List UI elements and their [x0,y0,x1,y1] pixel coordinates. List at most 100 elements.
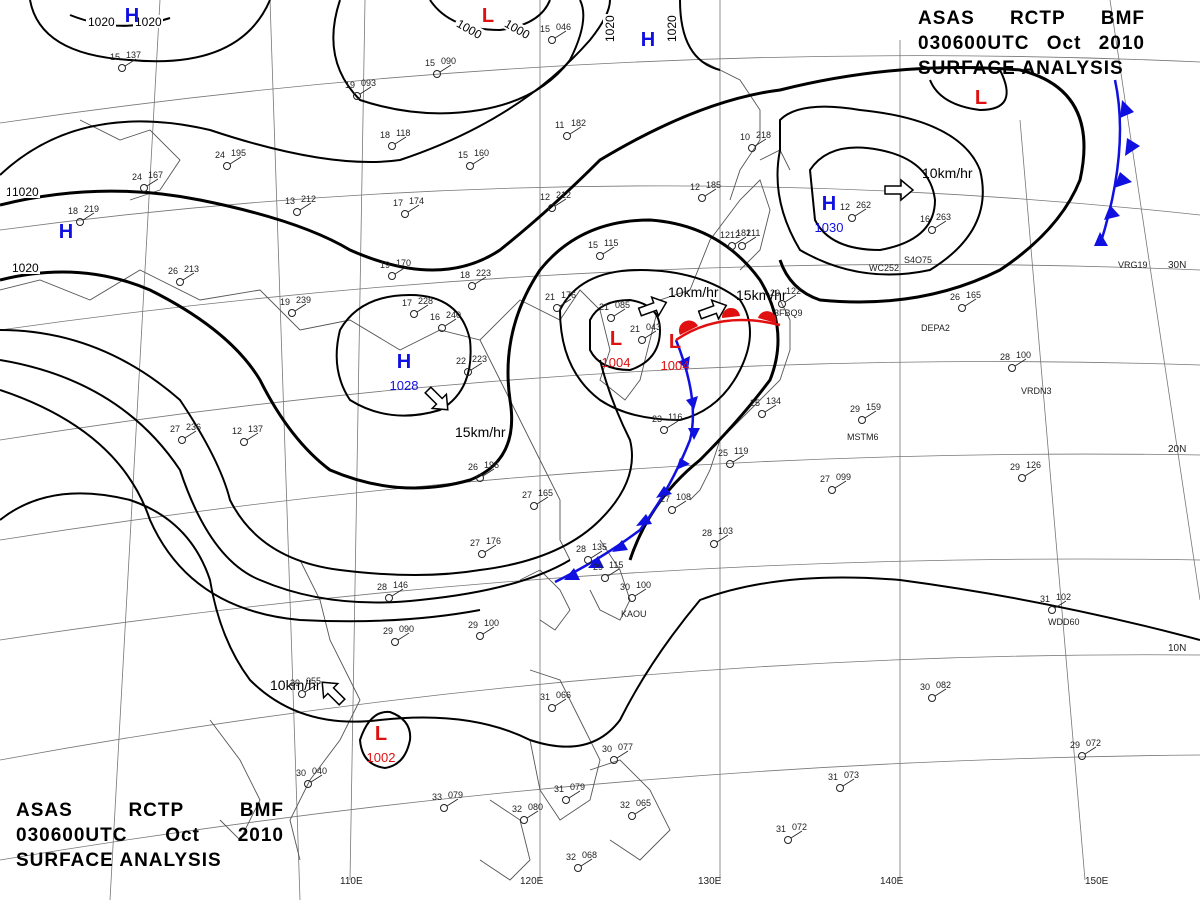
wind-barb [934,220,947,229]
station-temperature: 15 [540,24,550,34]
wind-barb [482,468,495,477]
station-code: WC252 [869,263,899,273]
station-circle [1008,364,1016,372]
fronts [554,79,1140,584]
cold-front-barb [676,458,690,470]
station-pressure: 137 [126,50,141,60]
station-plot: 15 115 [588,238,618,260]
wind-barb [446,798,459,807]
station-pressure: 068 [582,850,597,860]
station-temperature: 15 [588,240,598,250]
station-circle [240,438,248,446]
station-plot: 15 046 [540,22,571,44]
station-circle [140,184,148,192]
station-plot: 24 167 [132,170,163,192]
station-circle [476,474,484,482]
wind-barb [764,404,777,413]
station-circle [548,704,556,712]
station-pressure: 077 [618,742,633,752]
high-pressure-label: H [822,193,836,215]
wind-barb [472,156,485,165]
station-plot: 30 082 [920,680,951,702]
wind-barb [394,266,407,275]
station-temperature: 30 [602,744,612,754]
station-temperature: 12 [540,192,550,202]
station-code: KAOU [621,609,647,619]
station-pressure: 055 [306,676,321,686]
station-plot: 16 263 [920,212,951,234]
station-pressure: 146 [393,580,408,590]
wind-barb [607,568,620,577]
station-temperature: 12 [232,426,242,436]
station-circle [601,574,609,582]
station-pressure: 072 [1086,738,1101,748]
station-temperature: 20 [770,288,780,298]
station-temperature: 21 [545,292,555,302]
wind-barb [864,410,877,419]
isobar-label-bg [603,14,616,44]
station-pressure: 165 [966,290,981,300]
station-plot: 21 176 [545,290,576,312]
station-circle [388,272,396,280]
station-plot: 12 212 [540,190,571,212]
station-plot: 11 182 [555,118,586,140]
station-temperature: 30 [296,768,306,778]
high-pressure-label: H [125,5,139,27]
wind-barb [246,432,259,441]
station-plot: 31 072 [776,822,807,844]
wind-barb [482,626,495,635]
station-temperature: 17 [402,298,412,308]
isobar-label-bg [133,15,163,28]
wind-barb [439,64,452,73]
wind-barb [416,304,429,313]
station-temperature: 24 [132,172,142,182]
station-circle [304,780,312,788]
station-plot: 23 116 [652,412,682,434]
cold-front [1098,79,1122,246]
latitude-label: 20N [1168,444,1186,455]
station-temperature: 23 [652,414,662,424]
station-temperature: 16 [920,214,930,224]
station-pressure: 122 [786,286,801,296]
station-circle [478,550,486,558]
pressure-value: 1002 [367,750,396,765]
station-pressure: 090 [399,624,414,634]
station-plot: 33 079 [432,790,463,812]
wind-barb [444,318,457,327]
pressure-value: 1028 [390,378,419,393]
station-plot: 22 223 [456,354,487,376]
station-circle [628,812,636,820]
station-temperature: 28 [576,544,586,554]
low-pressure-label: L [610,328,622,350]
station-pressure: 099 [836,472,851,482]
wind-barb [580,858,593,867]
station-pressure: 167 [148,170,163,180]
station-plot: 29 159 [850,402,881,424]
station-temperature: 25 [750,398,760,408]
header-code: BMF [1100,8,1145,29]
wind-barb [299,202,312,211]
station-circle [530,502,538,510]
movement-speed-label: 10km/hr [668,284,719,300]
coastlines [0,59,791,881]
station-circle [607,314,615,322]
station-plot: 17 228 [402,296,433,318]
station-code: 3FBQ9 [774,308,803,318]
station-temperature: 32 [512,804,522,814]
station-pressure: 040 [312,766,327,776]
station-pressure: 115 [609,560,623,570]
longitude-label: 140E [880,876,904,887]
station-circle [76,218,84,226]
station-pressure: 176 [561,290,576,300]
cold-front-barb [1114,172,1132,188]
wind-barb [554,198,567,207]
station-circle [698,194,706,202]
station-pressure: 073 [844,770,859,780]
station-pressure: 236 [186,422,201,432]
wind-barb [394,136,407,145]
station-circle [563,132,571,140]
station-plot: 29 100 [468,618,499,640]
header-year: 2010 [237,825,284,846]
station-plot: 27 176 [470,536,501,558]
station-circle [391,638,399,646]
